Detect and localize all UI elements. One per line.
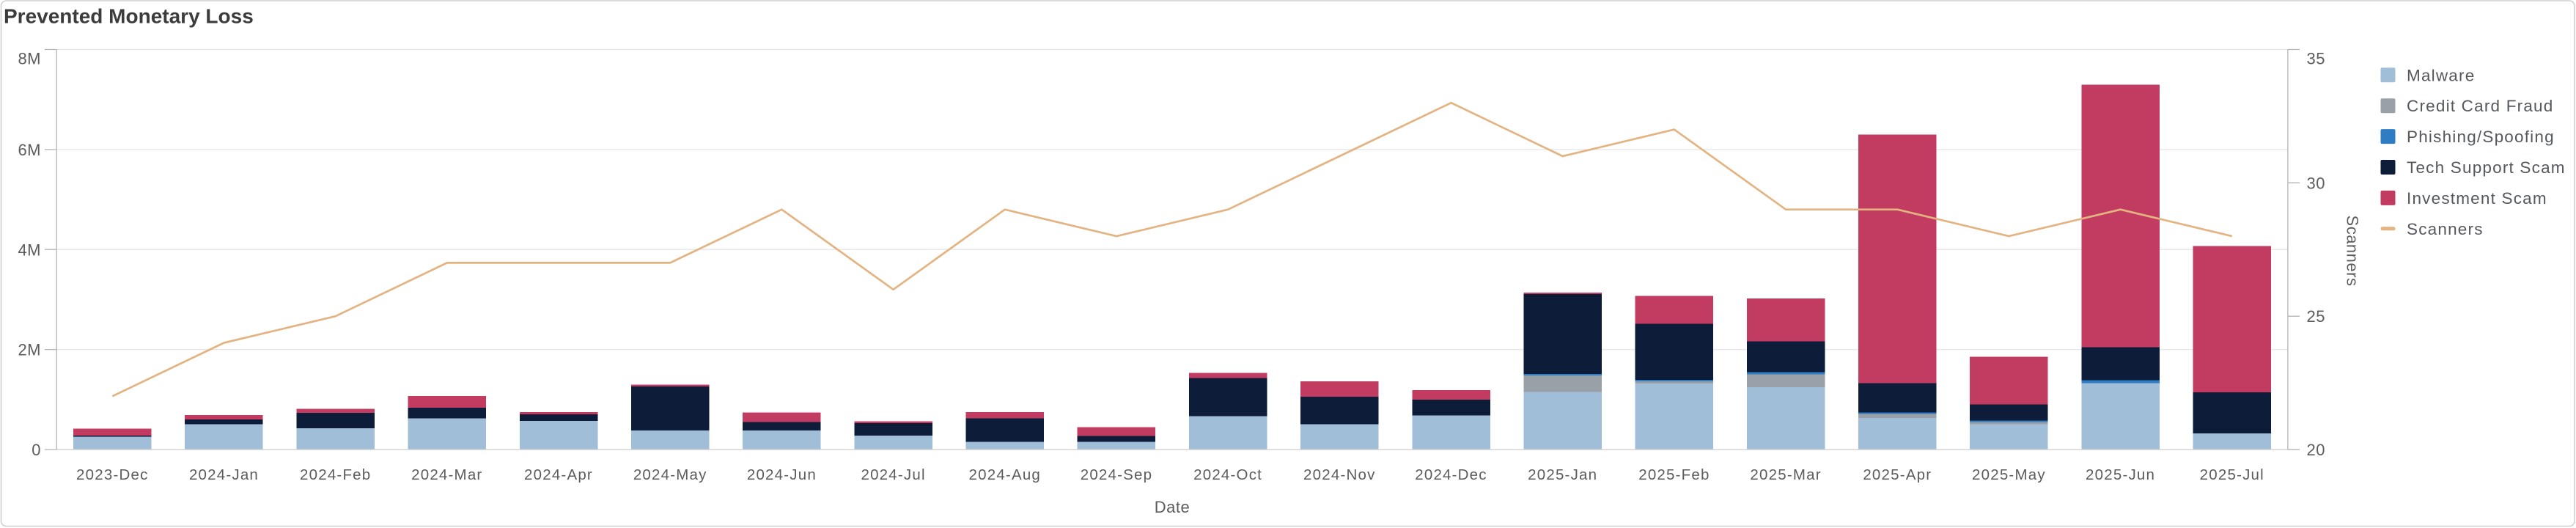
svg-text:2025-Jun: 2025-Jun — [2086, 466, 2155, 483]
svg-text:2025-Jan: 2025-Jan — [1528, 466, 1597, 483]
svg-text:8M: 8M — [18, 50, 41, 68]
svg-text:2025-Apr: 2025-Apr — [1863, 466, 1932, 483]
svg-text:Investment Scam: Investment Scam — [2407, 189, 2547, 208]
svg-text:Credit Card Fraud: Credit Card Fraud — [2407, 97, 2553, 115]
svg-text:2024-Aug: 2024-Aug — [969, 466, 1042, 483]
svg-text:Scanners: Scanners — [2407, 220, 2484, 238]
svg-text:2024-Jul: 2024-Jul — [861, 466, 925, 483]
svg-text:2M: 2M — [18, 341, 41, 359]
svg-text:2024-Oct: 2024-Oct — [1193, 466, 1262, 483]
svg-text:35: 35 — [2307, 50, 2325, 68]
svg-text:6M: 6M — [18, 141, 41, 159]
svg-text:Date: Date — [1155, 498, 1190, 516]
svg-text:2024-Jun: 2024-Jun — [747, 466, 817, 483]
svg-text:2025-Jul: 2025-Jul — [2200, 466, 2264, 483]
svg-text:2025-Feb: 2025-Feb — [1638, 466, 1710, 483]
svg-text:25: 25 — [2307, 307, 2325, 326]
svg-text:30: 30 — [2307, 174, 2325, 192]
svg-text:2025-May: 2025-May — [1972, 466, 2046, 483]
svg-text:4M: 4M — [18, 241, 41, 259]
svg-text:2024-Mar: 2024-Mar — [411, 466, 482, 483]
svg-text:2024-Nov: 2024-Nov — [1303, 466, 1376, 483]
svg-text:Scanners: Scanners — [2344, 216, 2362, 287]
svg-text:2025-Mar: 2025-Mar — [1750, 466, 1821, 483]
svg-text:2024-Dec: 2024-Dec — [1415, 466, 1487, 483]
svg-text:2024-Sep: 2024-Sep — [1081, 466, 1153, 483]
svg-text:2023-Dec: 2023-Dec — [76, 466, 149, 483]
svg-text:0: 0 — [32, 441, 41, 459]
svg-text:Phishing/Spoofing: Phishing/Spoofing — [2407, 128, 2555, 146]
svg-text:2024-May: 2024-May — [633, 466, 707, 483]
svg-text:2024-Jan: 2024-Jan — [189, 466, 259, 483]
svg-text:2024-Feb: 2024-Feb — [300, 466, 371, 483]
svg-text:Tech Support Scam: Tech Support Scam — [2407, 158, 2566, 177]
svg-text:2024-Apr: 2024-Apr — [524, 466, 593, 483]
svg-text:Malware: Malware — [2407, 66, 2475, 84]
svg-text:Prevented Monetary Loss: Prevented Monetary Loss — [4, 5, 254, 28]
svg-text:20: 20 — [2307, 441, 2325, 459]
